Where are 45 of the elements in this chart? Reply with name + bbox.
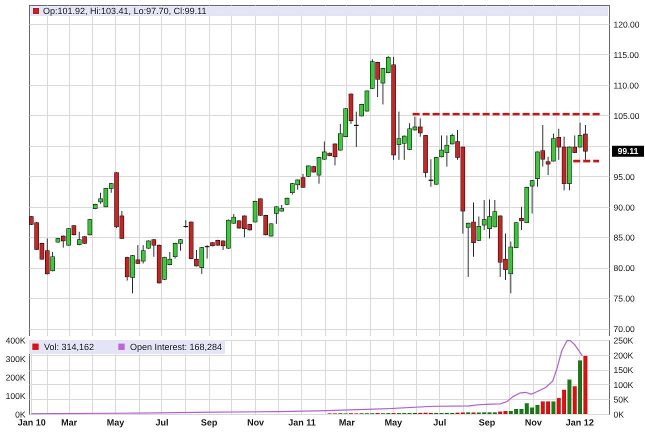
bar [578, 360, 582, 414]
x-tick-label: Nov [524, 418, 542, 428]
x-tick-label: May [384, 418, 402, 428]
legend-label: Open Interest: 168,284 [130, 342, 222, 352]
text: 99.11 [618, 146, 639, 156]
x-tick-label: Jan 12 [566, 418, 594, 428]
y-tick-label: 300K [6, 354, 26, 364]
x-tick-label: Sep [478, 418, 496, 428]
y-tick-label: 110.00 [614, 80, 640, 90]
y-tick-label: 70.00 [614, 324, 636, 334]
y-tick-label: 85.00 [614, 232, 636, 243]
y-tick-label: 80.00 [614, 263, 636, 274]
y-tick-label: 115.00 [614, 50, 640, 60]
bar [551, 401, 556, 414]
y2-tick-label: 250K [614, 336, 634, 346]
line-series [30, 340, 583, 414]
x-tick-label: Sep [200, 418, 218, 428]
y-tick-label: 95.00 [614, 172, 636, 182]
x-tick-label: Jan 10 [18, 418, 46, 428]
annotation: Op:101.92, Hi:103.41, Lo:97.70, Cl:99.11 [43, 6, 206, 16]
candlestick [530, 179, 534, 214]
y2-tick-label: 50K [614, 394, 629, 405]
y-tick-label: 105.00 [614, 110, 640, 121]
x-tick-label: Nov [247, 418, 264, 428]
legend-label: Vol: 314,162 [44, 342, 94, 352]
y-tick-label: 120.00 [614, 19, 640, 30]
x-tick-label: Jul [433, 418, 446, 428]
y-tick-label: 100K [6, 391, 26, 401]
y-tick-label: 400K [6, 336, 26, 346]
candlestick [88, 218, 92, 236]
y-tick-label: 90.00 [614, 202, 636, 212]
bar [583, 356, 588, 414]
y-tick-label: 200K [6, 372, 26, 382]
y-tick-label: 0K [15, 410, 26, 420]
y2-tick-label: 150K [614, 365, 634, 376]
bar [572, 386, 577, 414]
candlestick [546, 156, 550, 176]
bar [567, 380, 572, 414]
x-tick-label: Mar [61, 418, 78, 428]
x-tick-label: Jul [155, 418, 168, 428]
x-tick-label: Jan 11 [288, 418, 316, 428]
x-tick-label: Mar [338, 418, 356, 428]
y-tick-label: 75.00 [614, 294, 636, 304]
x-tick-label: May [106, 418, 124, 428]
candlestick [204, 244, 210, 260]
